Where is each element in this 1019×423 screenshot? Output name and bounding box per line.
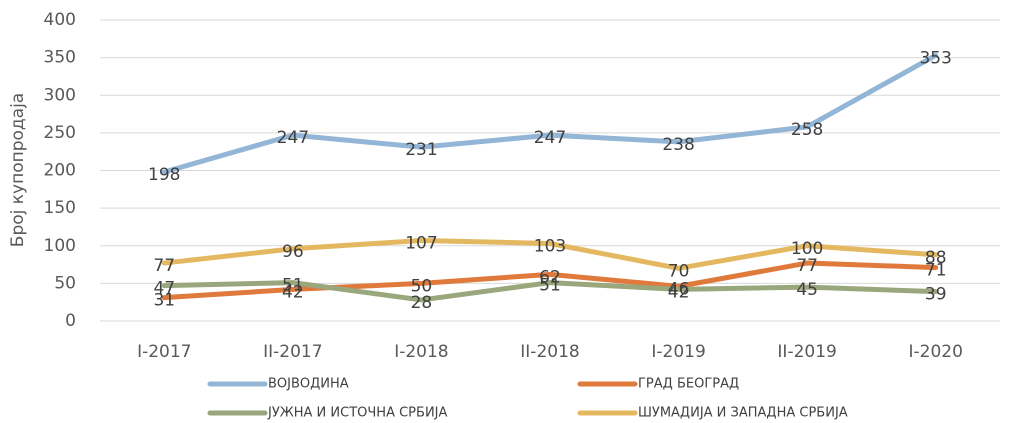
data-label: 47 <box>153 279 175 299</box>
y-tick-label: 300 <box>44 85 76 105</box>
y-tick-label: 250 <box>44 123 76 143</box>
data-label: 231 <box>405 140 437 160</box>
data-label: 45 <box>796 280 818 300</box>
data-label: 42 <box>282 282 304 302</box>
y-tick-label: 100 <box>44 236 76 256</box>
legend-label: ЈУЖНА И ИСТОЧНА СРБИЈА <box>267 406 447 421</box>
y-axis-label: Број купопродаја <box>8 93 28 247</box>
data-label: 238 <box>662 135 694 155</box>
data-label: 88 <box>925 248 947 268</box>
x-tick-label: I-2017 <box>137 342 191 362</box>
series-line <box>161 52 939 175</box>
data-label: 71 <box>925 261 947 281</box>
data-label: 100 <box>791 239 823 259</box>
legend-label: ВОЈВОДИНА <box>268 377 349 392</box>
y-tick-label: 50 <box>54 273 76 293</box>
series-line <box>161 260 939 301</box>
data-label: 51 <box>282 276 304 296</box>
data-label: 70 <box>668 261 690 281</box>
series-line <box>161 280 939 303</box>
data-label: 46 <box>668 279 690 299</box>
data-label: 50 <box>411 276 433 296</box>
legend-label: ШУМАДИЈА И ЗАПАДНА СРБИЈА <box>638 406 848 421</box>
data-label: 198 <box>148 165 180 185</box>
data-label: 31 <box>153 291 175 311</box>
data-label: 77 <box>796 256 818 276</box>
data-label: 353 <box>919 48 951 68</box>
data-label: 62 <box>539 267 561 287</box>
x-tick-label: II-2019 <box>777 342 836 362</box>
data-label: 107 <box>405 233 437 253</box>
data-label: 28 <box>411 293 433 313</box>
y-tick-label: 150 <box>44 198 76 218</box>
x-tick-label: II-2018 <box>520 342 579 362</box>
data-label: 103 <box>534 236 566 256</box>
data-label: 258 <box>791 120 823 140</box>
data-label: 51 <box>539 276 561 296</box>
data-label: 247 <box>277 128 309 148</box>
y-tick-label: 350 <box>44 48 76 68</box>
x-tick-label: I-2019 <box>651 342 705 362</box>
x-tick-label: II-2017 <box>263 342 322 362</box>
data-label: 77 <box>153 256 175 276</box>
data-label: 96 <box>282 242 304 262</box>
legend-label: ГРАД БЕОГРАД <box>638 377 739 392</box>
x-tick-label: I-2020 <box>909 342 963 362</box>
y-tick-label: 400 <box>44 10 76 30</box>
data-label: 247 <box>534 128 566 148</box>
data-label: 42 <box>668 282 690 302</box>
series-line <box>161 237 939 271</box>
data-label: 39 <box>925 285 947 305</box>
y-tick-label: 200 <box>44 161 76 181</box>
x-tick-label: I-2018 <box>394 342 448 362</box>
y-tick-label: 0 <box>65 311 76 331</box>
